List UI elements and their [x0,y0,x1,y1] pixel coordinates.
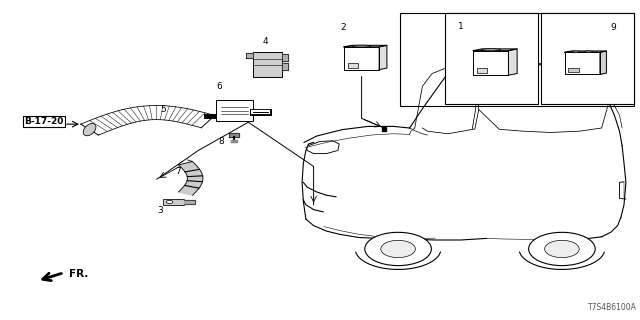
Polygon shape [509,49,517,75]
Bar [163,199,184,205]
Text: 6: 6 [216,82,221,91]
Bar [445,13,538,104]
Text: B-17-20: B-17-20 [24,117,64,126]
Polygon shape [229,133,239,137]
Text: 2: 2 [340,23,346,32]
Ellipse shape [83,124,96,136]
Circle shape [166,200,173,204]
Polygon shape [246,53,253,58]
Polygon shape [565,52,600,74]
Ellipse shape [481,49,500,51]
Polygon shape [282,54,288,61]
Circle shape [365,232,431,266]
Text: 8: 8 [219,137,224,146]
Circle shape [381,240,415,258]
Bar [541,13,634,104]
Bar [477,68,488,73]
Polygon shape [379,45,387,70]
Polygon shape [344,47,379,70]
Polygon shape [600,51,607,74]
Ellipse shape [585,51,593,52]
Text: 1: 1 [458,22,463,31]
Bar [348,63,358,68]
Ellipse shape [572,51,580,52]
Polygon shape [81,106,215,135]
Polygon shape [184,200,195,204]
Text: 7: 7 [175,167,180,176]
Bar [400,13,634,106]
Ellipse shape [352,45,371,47]
Circle shape [545,240,579,258]
Text: FR.: FR. [69,268,88,279]
Text: T7S4B6100A: T7S4B6100A [588,303,637,312]
Circle shape [529,232,595,266]
Text: 9: 9 [611,23,616,32]
Text: 3: 3 [157,206,163,215]
Text: 4: 4 [263,37,268,46]
Polygon shape [565,51,607,52]
FancyBboxPatch shape [253,52,282,77]
Polygon shape [282,63,288,70]
Text: 5: 5 [161,105,166,114]
Polygon shape [474,51,509,75]
Bar [568,68,579,72]
Bar [216,100,253,121]
Polygon shape [344,45,387,47]
Polygon shape [179,162,203,195]
Polygon shape [474,49,517,51]
